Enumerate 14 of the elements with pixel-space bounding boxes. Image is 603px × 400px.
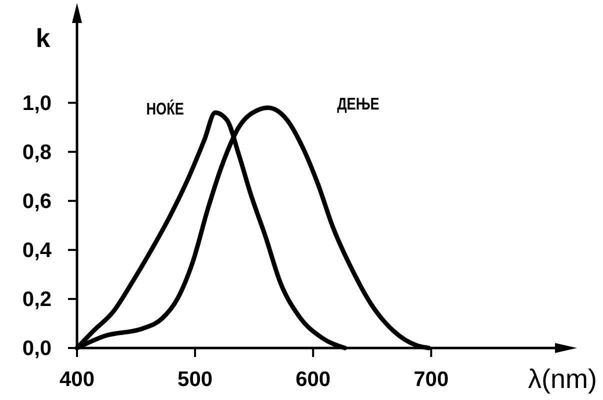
y-tick-label: 0,0 <box>22 337 52 360</box>
x-tick-label: 400 <box>59 368 95 391</box>
y-tick-label: 0,8 <box>22 140 52 164</box>
x-tick-label: 700 <box>414 368 449 391</box>
x-tick-label: 600 <box>296 368 331 391</box>
x-tick-label: 500 <box>178 368 213 391</box>
text: ДЕЊЕ <box>337 95 380 114</box>
y-tick-label: 0,4 <box>22 238 52 262</box>
y-axis-title: k <box>36 23 51 53</box>
x-axis-title: λ(nm) <box>528 364 597 394</box>
y-tick-label: 1,0 <box>22 92 52 115</box>
series-label: НОЌЕ <box>146 99 184 120</box>
y-tick-label: 0,6 <box>22 190 52 213</box>
y-tick-label: 0,2 <box>22 288 52 311</box>
